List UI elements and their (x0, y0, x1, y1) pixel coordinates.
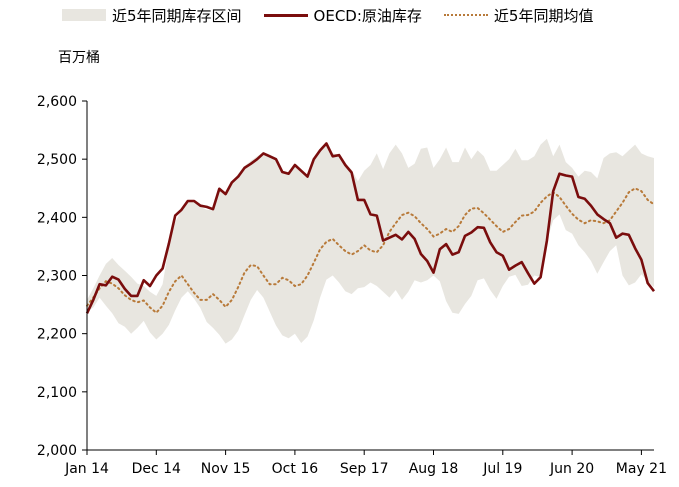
x-tick-label: May 21 (616, 461, 667, 477)
y-axis-unit-label: 百万桶 (58, 50, 100, 66)
x-tick-label: Dec 14 (132, 461, 181, 477)
y-tick-label: 2,600 (37, 94, 77, 110)
y-tick-label: 2,300 (37, 269, 77, 285)
x-tick-label: Sep 17 (340, 461, 389, 477)
x-tick-label: Jun 20 (549, 461, 594, 477)
series-average-line (86, 187, 655, 315)
legend-item-avg: 近5年同期均值 (443, 5, 594, 26)
x-tick-label: Jan 14 (64, 461, 109, 477)
legend-swatch-band (62, 9, 106, 21)
x-tick-label: Nov 15 (201, 461, 251, 477)
series-oecd-line (85, 142, 656, 314)
x-tick-label: Jul 19 (482, 461, 522, 477)
legend: 近5年同期库存区间 OECD:原油库存 近5年同期均值 (62, 5, 615, 25)
y-tick-label: 2,000 (37, 443, 77, 459)
legend-label-avg: 近5年同期均值 (493, 6, 594, 25)
legend-label-band: 近5年同期库存区间 (112, 6, 242, 25)
x-tick-label: Oct 16 (272, 461, 319, 477)
y-tick-label: 2,500 (37, 152, 77, 168)
y-tick-label: 2,400 (37, 210, 77, 226)
x-tick-label: Aug 18 (409, 461, 459, 477)
legend-swatch-avg (443, 14, 488, 16)
legend-item-band: 近5年同期库存区间 (62, 5, 242, 26)
y-tick-label: 2,200 (37, 327, 77, 343)
series-band-area (87, 138, 654, 344)
legend-item-line: OECD:原油库存 (263, 5, 422, 26)
legend-swatch-line (263, 13, 308, 17)
legend-label-line: OECD:原油库存 (313, 6, 422, 25)
y-tick-label: 2,100 (37, 385, 77, 401)
